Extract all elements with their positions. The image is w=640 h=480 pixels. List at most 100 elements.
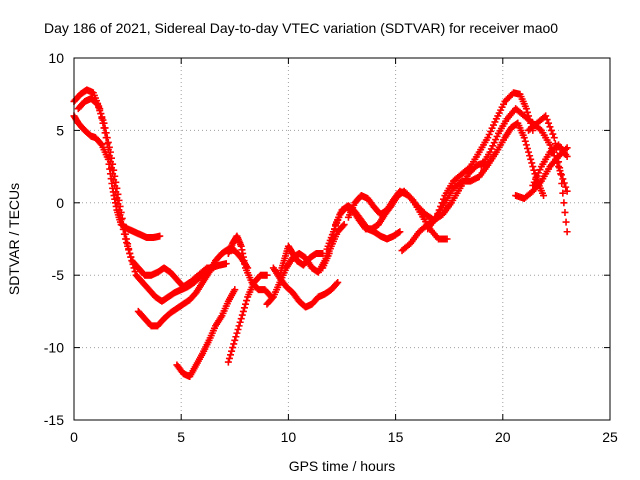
data-point [439,195,447,203]
data-point [553,152,561,160]
data-point [339,222,347,230]
data-point [396,228,404,236]
x-tick-label: 0 [70,429,78,445]
data-point [550,134,558,142]
data-point [520,134,528,142]
data-point [557,170,565,178]
data-point [105,143,113,151]
data-point [486,148,494,156]
data-point [236,318,244,326]
data-point [232,333,240,341]
data-point [156,232,164,240]
data-point [529,163,537,171]
data-point [110,166,118,174]
data-point [521,137,529,145]
data-point [434,210,442,218]
data-point [93,99,101,107]
data-point [547,126,555,134]
data-point [546,123,554,131]
data-point [98,113,106,121]
data-point [536,125,544,133]
y-tick-label: 10 [48,50,64,66]
data-point [96,107,104,115]
data-point [484,134,492,142]
sdtvar-track [173,286,239,381]
data-point [229,344,237,352]
data-point [334,278,342,286]
data-point [116,202,124,210]
data-point [114,190,122,198]
data-point [230,340,238,348]
data-point [118,214,126,222]
data-point [333,280,341,288]
data-point [491,118,499,126]
data-point [103,134,111,142]
data-point [238,311,246,319]
data-point [562,183,570,191]
x-tick-label: 20 [495,429,511,445]
x-tick-label: 25 [602,429,618,445]
sdtvar-track [477,105,571,195]
chart-title: Day 186 of 2021, Sidereal Day-to-day VTE… [44,20,558,36]
data-point [227,351,235,359]
data-point [542,112,550,120]
data-point [435,206,443,214]
data-point [492,136,500,144]
data-point [522,105,530,113]
data-point [128,257,136,265]
data-point [532,175,540,183]
data-point [563,144,571,152]
data-point [117,208,125,216]
data-point [490,139,498,147]
x-tick-label: 10 [281,429,297,445]
data-point [225,354,233,362]
data-point [228,347,236,355]
data-point [120,225,128,233]
y-axis-label: SDTVAR / TECUs [6,183,22,295]
data-point [112,178,120,186]
data-point [558,179,566,187]
data-point [224,358,232,366]
data-point [522,141,530,149]
data-point [237,315,245,323]
data-point [443,235,451,243]
data-point [465,164,473,172]
data-point [235,322,243,330]
data-point [101,124,109,132]
data-point [95,103,103,111]
data-point [529,181,537,189]
data-point [533,172,541,180]
data-point [104,138,112,146]
data-point [102,129,110,137]
data-point [125,245,133,253]
data-point [527,155,535,163]
data-point [563,228,571,236]
data-point [563,187,571,195]
data-point [523,108,531,116]
data-point [127,253,135,261]
data-point [562,218,570,226]
data-point [528,159,536,167]
data-point [97,140,105,148]
data-point [222,260,230,268]
data-point [233,329,241,337]
data-point [129,260,137,268]
y-tick-label: 5 [56,122,64,138]
data-point [487,145,495,153]
data-point [119,221,127,229]
data-point [340,221,348,229]
data-point [319,249,327,257]
data-point [559,175,567,183]
data-point [263,271,271,279]
y-tick-label: -15 [44,412,64,428]
data-point [559,189,567,197]
x-tick-label: 15 [388,429,404,445]
data-point [268,294,276,302]
y-tick-label: -5 [52,267,65,283]
data-point [234,326,242,333]
data-point [97,110,105,118]
data-point [239,307,247,315]
data-point [535,169,543,177]
